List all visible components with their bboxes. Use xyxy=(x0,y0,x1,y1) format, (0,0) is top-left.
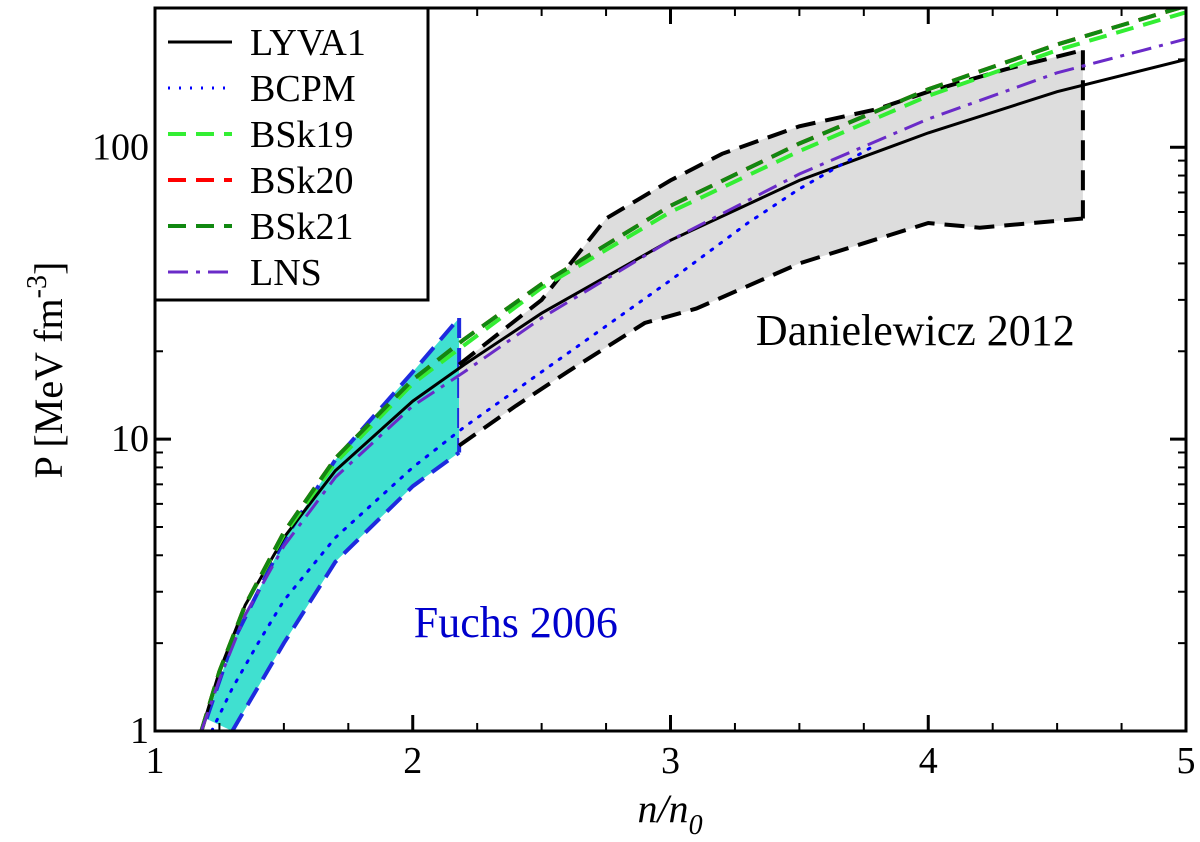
y-axis-title: P [MeV fm-3] xyxy=(22,262,71,479)
x-tick-label: 1 xyxy=(146,740,165,782)
series-bsk19-line xyxy=(199,10,1186,731)
y-tick-label: 10 xyxy=(111,418,149,460)
legend-box xyxy=(153,6,430,302)
series-bcpm-line xyxy=(210,145,873,731)
x-tick-label: 5 xyxy=(1177,740,1196,782)
series-lyva1-line xyxy=(199,57,1186,731)
band-danielewicz-2012-lower xyxy=(457,216,1084,448)
series-layer xyxy=(199,8,1186,731)
annotations-layer: Danielewicz 2012 Fuchs 2006 xyxy=(414,306,1075,647)
plot-frame xyxy=(153,6,1188,733)
band-danielewicz-2012-upper xyxy=(457,48,1084,367)
annotation-danielewicz-2012: Danielewicz 2012 xyxy=(756,306,1075,355)
legend-label-bsk19: BSk19 xyxy=(250,114,353,156)
x-tick-label: 4 xyxy=(919,740,938,782)
legend-label-bsk20: BSk20 xyxy=(250,160,353,202)
y-tick-label: 1 xyxy=(130,710,149,752)
y-tick-label: 100 xyxy=(92,126,149,168)
band-fuchs-2006-lower xyxy=(230,450,461,731)
x-axis-title: n/n0 xyxy=(637,786,702,841)
legend-label-lyva1: LYVA1 xyxy=(250,22,366,64)
legend-label-lns: LNS xyxy=(250,252,322,294)
series-bsk21-line xyxy=(199,8,1186,731)
annotation-fuchs-2006: Fuchs 2006 xyxy=(414,598,618,647)
x-tick-label: 2 xyxy=(403,740,422,782)
legend-label-bsk21: BSk21 xyxy=(250,206,353,248)
x-tick-label: 3 xyxy=(661,740,680,782)
legend-label-bcpm: BCPM xyxy=(250,68,356,110)
series-lns-line xyxy=(199,37,1186,731)
band-danielewicz-2012-fill xyxy=(459,50,1083,446)
